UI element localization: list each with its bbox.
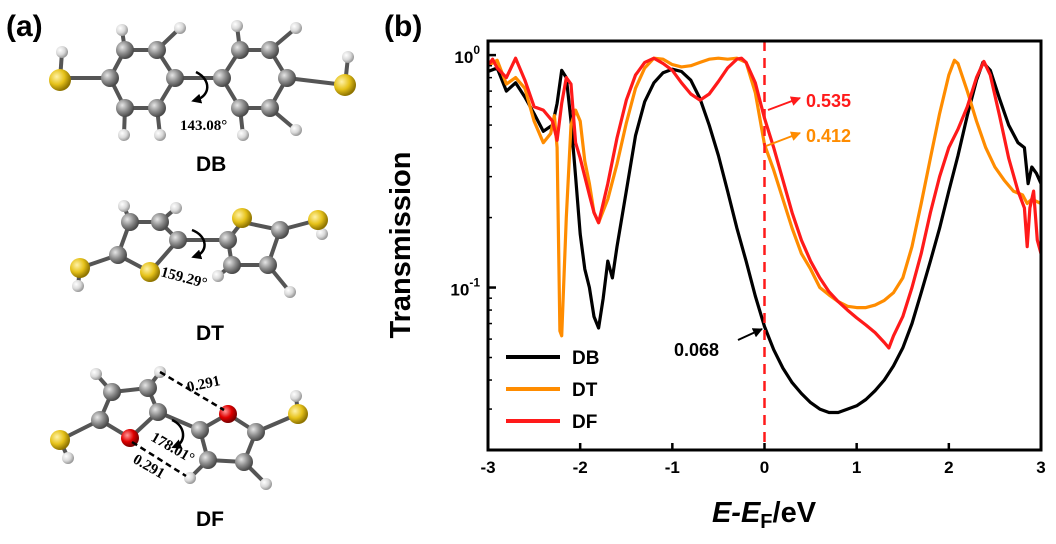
rotation-arrow-df [171, 418, 185, 449]
x-axis-title-unit: /eV [773, 497, 817, 529]
annotation-arrow-db [737, 328, 763, 341]
y-tick-label: 100 [454, 43, 480, 67]
panel-b-label: (b) [384, 10, 422, 43]
x-tick-label: 1 [852, 458, 861, 477]
x-tick-label: -1 [665, 458, 680, 477]
series-line-db [488, 60, 1041, 415]
annotation-dt: 0.412 [806, 126, 851, 146]
x-tick-label: -2 [573, 458, 588, 477]
x-axis-title-sub: F [760, 511, 772, 533]
dist-bottom: 0.291 [130, 452, 167, 483]
legend-label-db: DB [572, 348, 599, 369]
panel-a-label: (a) [6, 10, 43, 43]
x-axis-title: E-EF/eV [712, 497, 817, 533]
angle-dt: 159.29° [159, 264, 209, 292]
annotation-arrow-df [767, 96, 801, 111]
series-layer [488, 56, 1041, 415]
legend-label-df: DF [572, 412, 597, 433]
rotation-arrow-dt [191, 228, 206, 260]
label-dt: DT [196, 322, 224, 345]
legend-label-dt: DT [572, 380, 598, 401]
x-axis-title-main: E-E [712, 497, 762, 529]
y-axis-title: Transmission [385, 152, 417, 339]
y-tick-label: 10-1 [450, 276, 480, 300]
label-df: DF [196, 508, 224, 531]
x-tick-label: 3 [1036, 458, 1045, 477]
dist-line-bottom [131, 440, 187, 478]
transmission-chart: -3 -2 -1 0 1 2 3 100 10-1 Transmission E-EF/eV 0… [385, 39, 1046, 533]
dist-line-top [159, 370, 225, 412]
series-line-df [488, 56, 1041, 350]
x-tick-label: -3 [480, 458, 495, 477]
x-tick-label: 0 [760, 458, 769, 477]
legend: DB DT DF [506, 348, 599, 433]
ticks-layer: -3 -2 -1 0 1 2 3 100 10-1 [450, 43, 1045, 477]
molecule-dt-atoms [70, 200, 328, 298]
molecule-db-atoms [49, 20, 356, 141]
label-db: DB [196, 153, 226, 176]
x-tick-label: 2 [944, 458, 953, 477]
annotation-arrow-dt [765, 131, 801, 147]
molecule-df-atoms [50, 366, 308, 490]
angle-db: 143.08° [180, 118, 227, 134]
annotation-db: 0.068 [674, 340, 719, 360]
annotation-df: 0.535 [806, 91, 851, 111]
dist-top: 0.291 [186, 373, 222, 396]
rotation-arrow-db [191, 70, 209, 104]
